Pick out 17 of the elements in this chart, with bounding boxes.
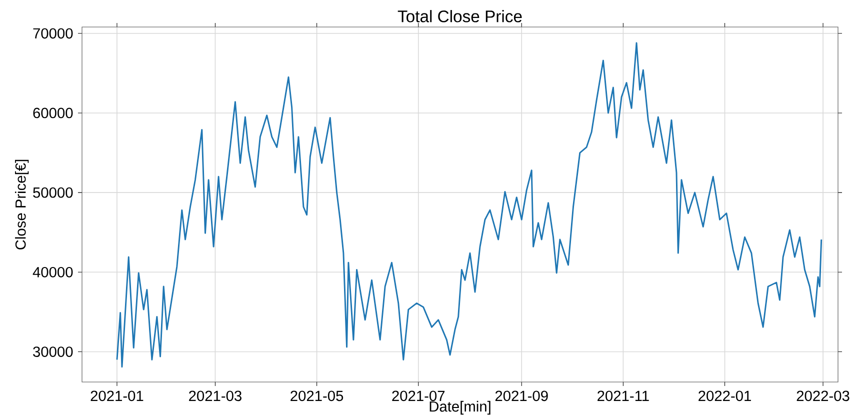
y-tick-label: 60000 xyxy=(33,108,73,118)
y-tick-label: 70000 xyxy=(33,28,73,39)
x-tick-label: 2021-11 xyxy=(598,390,649,402)
line-series xyxy=(116,42,822,368)
x-tick-label: 2022-01 xyxy=(698,390,751,402)
x-axis-title: Date[min] xyxy=(430,400,490,415)
x-tick-label: 2022-03 xyxy=(796,390,850,402)
x-tick-label: 2021-03 xyxy=(189,390,242,402)
x-tick-label: 2021-07 xyxy=(392,390,445,402)
x-tick-label: 2021-01 xyxy=(90,390,144,402)
y-tick-label: 30000 xyxy=(33,346,73,357)
y-tick-label: 50000 xyxy=(33,187,73,198)
x-tick-label: 2021-05 xyxy=(290,390,344,402)
y-axis-title: Close Price[€] xyxy=(15,160,29,250)
y-tick-label: 40000 xyxy=(32,266,73,278)
x-tick-label: 2021-09 xyxy=(495,390,548,402)
chart-title: Total Close Price xyxy=(398,10,522,22)
